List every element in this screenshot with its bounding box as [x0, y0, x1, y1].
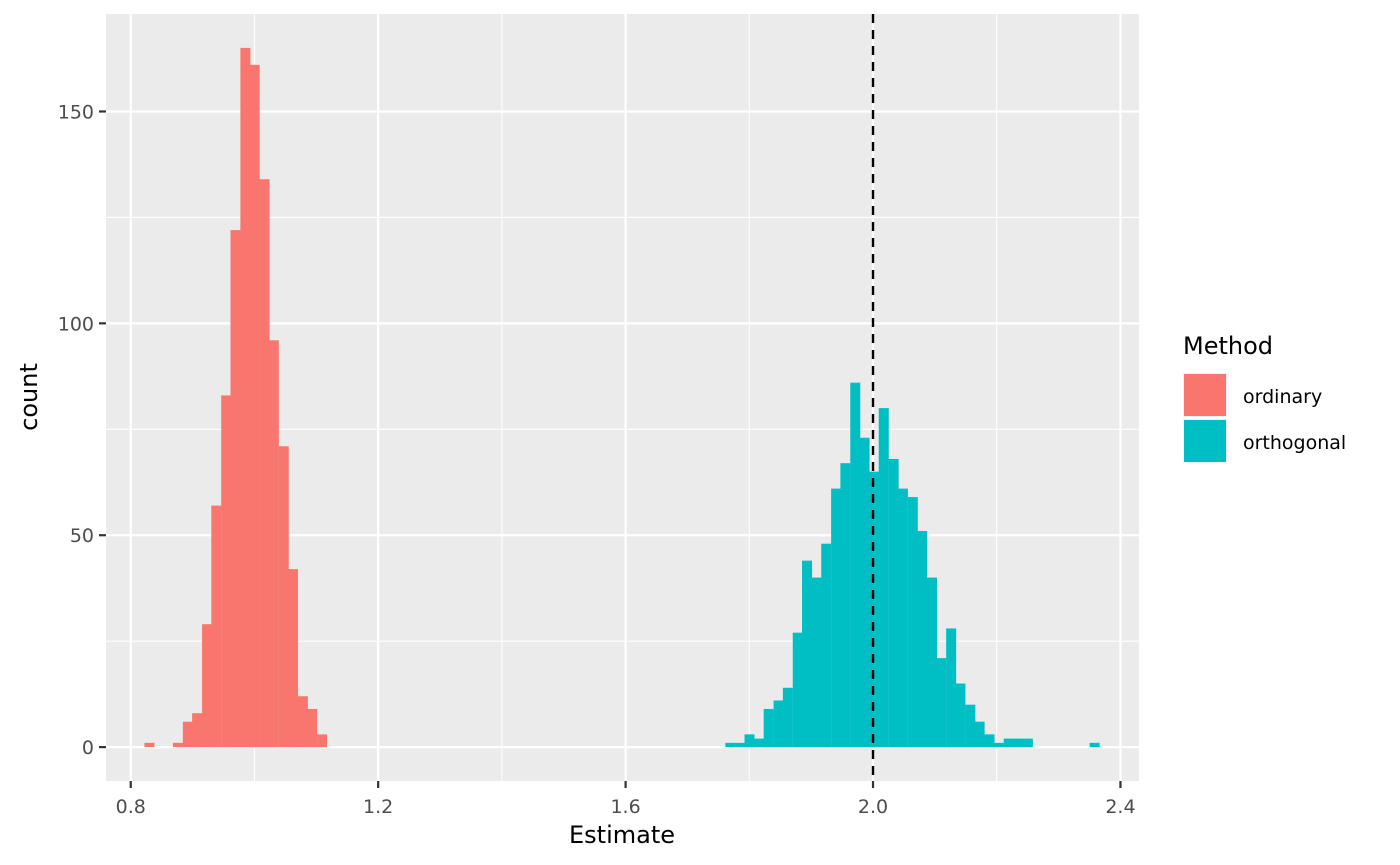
histogram-bar-ordinary [211, 505, 222, 748]
y-tick-label: 0 [82, 737, 94, 759]
histogram-bar-orthogonal [850, 382, 861, 748]
y-tick-label: 50 [70, 525, 94, 547]
histogram-bar-orthogonal [821, 543, 832, 748]
x-tick-label: 0.8 [116, 796, 146, 818]
histogram-bar-orthogonal [811, 577, 822, 748]
histogram-bars [144, 47, 1100, 748]
histogram-bar-orthogonal [782, 687, 793, 748]
histogram-bar-orthogonal [926, 577, 937, 748]
y-axis-title: count [15, 363, 43, 431]
histogram-bar-orthogonal [974, 721, 985, 748]
histogram-bar-ordinary [259, 179, 270, 748]
histogram-bar-ordinary [240, 47, 251, 748]
histogram-bar-orthogonal [955, 683, 966, 748]
legend-label-orthogonal: orthogonal [1243, 432, 1346, 454]
y-tick-label: 100 [58, 313, 94, 335]
histogram-bar-ordinary [268, 340, 279, 748]
histogram-bar-orthogonal [754, 738, 765, 748]
histogram-bar-orthogonal [831, 488, 842, 748]
histogram-bar-ordinary [182, 721, 193, 748]
histogram-bar-orthogonal [946, 628, 957, 748]
histogram-bar-orthogonal [1089, 742, 1100, 748]
histogram-bar-orthogonal [917, 530, 928, 748]
histogram-bar-orthogonal [1003, 738, 1014, 748]
legend-label-ordinary: ordinary [1243, 386, 1322, 408]
histogram-bar-ordinary [221, 395, 232, 748]
histogram-bar-ordinary [230, 230, 241, 748]
histogram-bar-orthogonal [965, 704, 976, 748]
x-axis-title: Estimate [569, 821, 675, 849]
histogram-bar-orthogonal [744, 734, 755, 748]
histogram-bar-orthogonal [773, 700, 784, 748]
histogram-bar-ordinary [278, 446, 289, 748]
histogram-bar-orthogonal [907, 497, 918, 748]
histogram-bar-orthogonal [869, 471, 880, 748]
histogram-bar-orthogonal [878, 408, 889, 748]
histogram-bar-orthogonal [802, 560, 813, 748]
y-axis: 0 50 100 150 [58, 101, 106, 759]
histogram-bar-orthogonal [984, 734, 995, 748]
histogram-bar-orthogonal [725, 742, 736, 748]
legend-title: Method [1183, 332, 1273, 360]
legend: Method ordinary orthogonal [1183, 332, 1346, 463]
histogram-bar-orthogonal [993, 742, 1004, 748]
legend-swatch-ordinary [1184, 374, 1226, 416]
histogram-bar-ordinary [317, 734, 328, 748]
histogram-bar-ordinary [297, 696, 308, 748]
legend-items: ordinary orthogonal [1183, 373, 1346, 463]
histogram-bar-orthogonal [1012, 738, 1023, 748]
histogram-bar-orthogonal [735, 742, 746, 748]
legend-swatch-orthogonal [1184, 420, 1226, 462]
histogram-bar-ordinary [249, 64, 260, 748]
histogram-bar-orthogonal [792, 632, 803, 748]
x-axis: 0.8 1.2 1.6 2.0 2.4 [116, 781, 1136, 818]
histogram-bar-orthogonal [763, 708, 774, 748]
x-tick-label: 1.6 [610, 796, 640, 818]
histogram-bar-ordinary [172, 742, 183, 748]
histogram-bar-orthogonal [1022, 738, 1033, 748]
x-tick-label: 1.2 [363, 796, 393, 818]
histogram-bar-orthogonal [840, 463, 851, 748]
histogram-bar-ordinary [192, 713, 203, 748]
histogram-bar-ordinary [202, 624, 213, 748]
histogram-bar-orthogonal [859, 437, 870, 748]
histogram-bar-ordinary [307, 708, 318, 748]
x-tick-label: 2.4 [1105, 796, 1135, 818]
histogram-bar-orthogonal [888, 458, 899, 748]
histogram-bar-orthogonal [936, 658, 947, 748]
histogram-bar-ordinary [144, 742, 155, 748]
histogram-bar-ordinary [288, 569, 298, 748]
x-tick-label: 2.0 [858, 796, 888, 818]
histogram-bar-orthogonal [897, 488, 908, 748]
y-tick-label: 150 [58, 101, 94, 123]
